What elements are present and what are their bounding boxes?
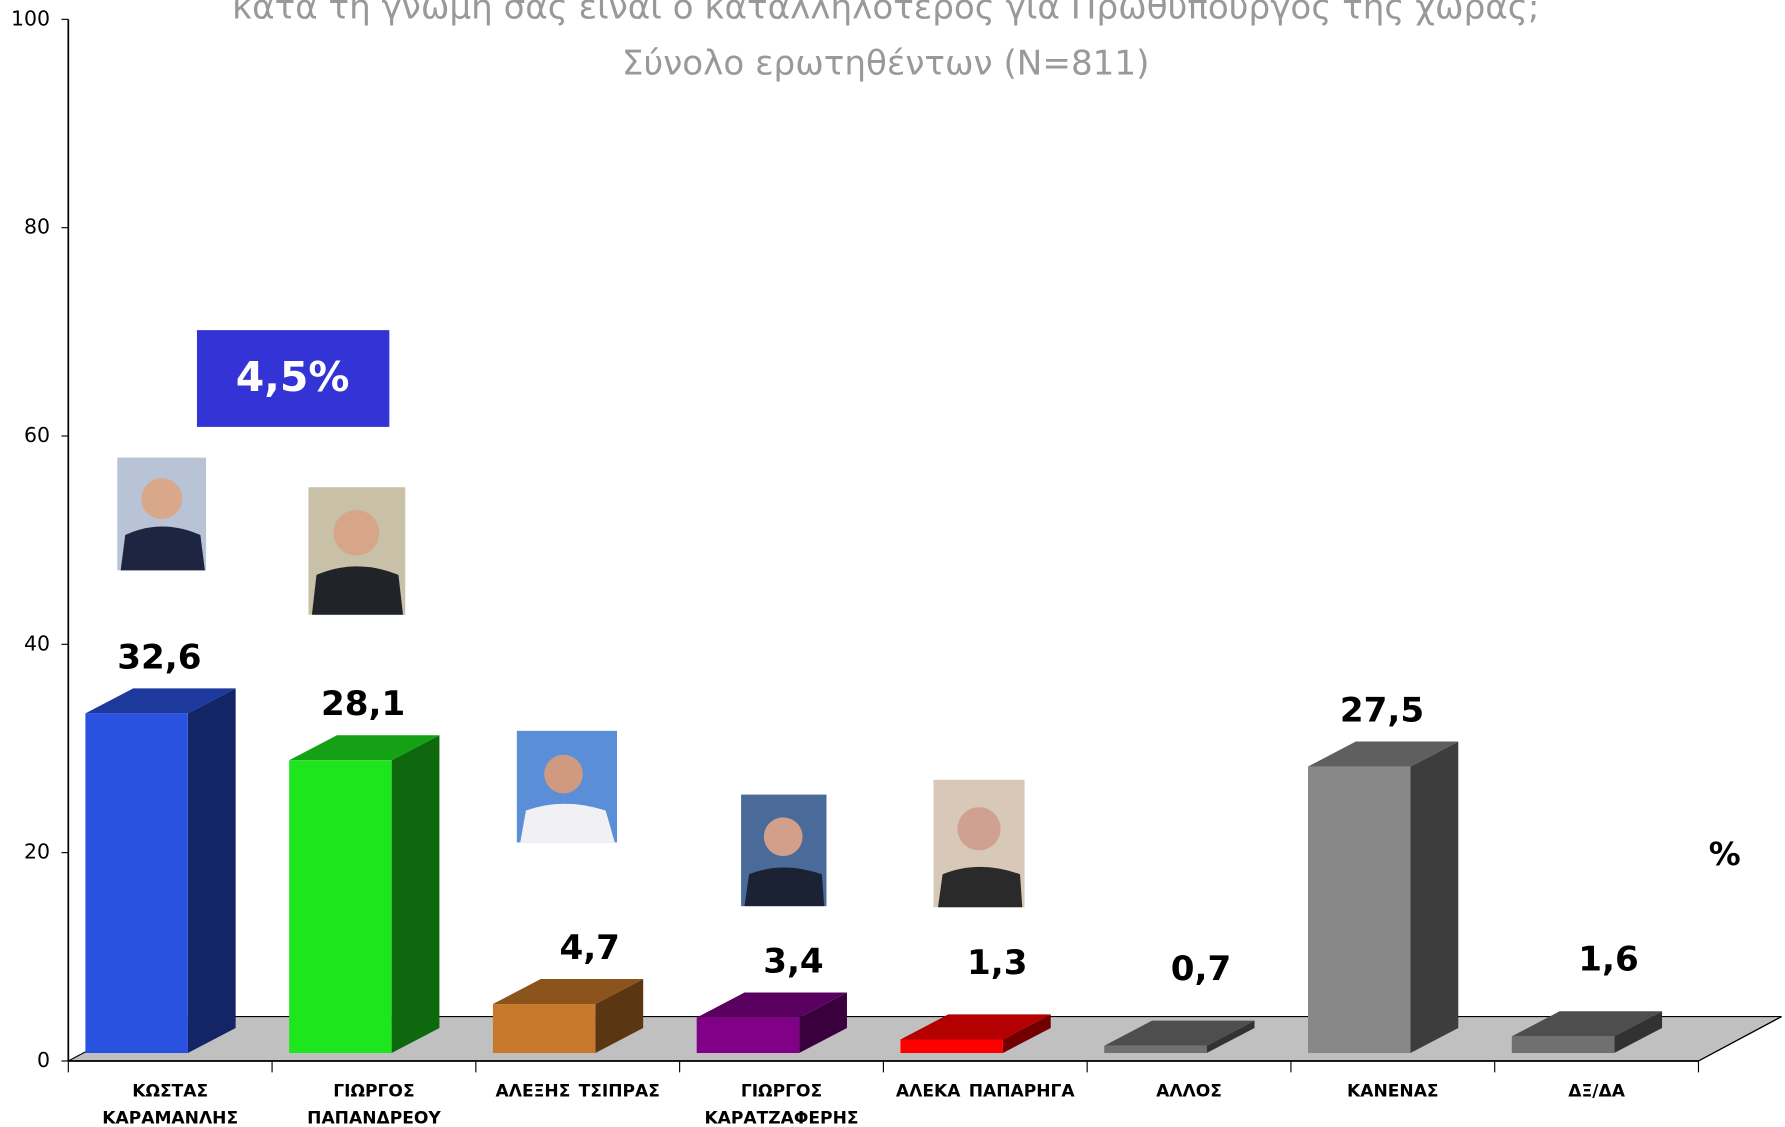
photo — [117, 458, 206, 571]
bar-front — [85, 713, 187, 1053]
chart: κατά τη γνώμη σας είναι ο καταλληλότερος… — [0, 0, 1785, 1127]
x-tick-label: ΔΞ/ΔΑ — [1495, 1077, 1699, 1104]
photo — [517, 731, 617, 843]
x-label-box: ΑΛΕΞΗΣ ΤΣΙΠΡΑΣ — [476, 1077, 680, 1127]
value-label: 32,6 — [117, 637, 201, 677]
y-tick-label: 40 — [24, 631, 50, 655]
value-label: 0,7 — [1171, 949, 1231, 989]
bar-front — [697, 1018, 799, 1053]
chart-subtitle: Σύνολο ερωτηθέντων (N=811) — [622, 43, 1150, 83]
page: {"chart_data": {"type": "bar3d", "title"… — [0, 0, 1785, 1127]
value-label: 3,4 — [763, 941, 823, 981]
value-label: 28,1 — [321, 684, 405, 724]
bar-front — [900, 1039, 1002, 1053]
value-label: 1,3 — [967, 943, 1027, 983]
x-tick-label: ΚΩΣΤΑΣ ΚΑΡΑΜΑΝΛΗΣ — [68, 1077, 272, 1127]
y-tick-label: 80 — [24, 215, 50, 239]
bar-front — [1308, 767, 1410, 1053]
unit-label: % — [1709, 835, 1741, 873]
x-label-box: ΓΙΩΡΓΟΣ ΚΑΡΑΤΖΑΦΕΡΗΣ — [680, 1077, 884, 1127]
x-label-box: ΚΑΝΕΝΑΣ — [1291, 1077, 1495, 1127]
x-label-box: ΓΙΩΡΓΟΣ ΠΑΠΑΝΔΡΕΟΥ — [272, 1077, 476, 1127]
bar-side — [188, 688, 236, 1053]
photo — [309, 487, 406, 614]
x-label-box: ΔΞ/ΔΑ — [1495, 1077, 1699, 1127]
photos — [117, 458, 1024, 908]
x-tick-label: ΑΛΕΚΑ ΠΑΠΑΡΗΓΑ — [883, 1077, 1087, 1104]
photo — [741, 795, 826, 907]
x-tick-label: ΑΛΕΞΗΣ ΤΣΙΠΡΑΣ — [476, 1077, 680, 1104]
x-label-box: ΑΛΛΟΣ — [1087, 1077, 1291, 1127]
value-label: 4,7 — [559, 928, 619, 968]
value-label: 27,5 — [1340, 690, 1424, 730]
x-tick-label: ΓΙΩΡΓΟΣ ΠΑΠΑΝΔΡΕΟΥ — [272, 1077, 476, 1127]
y-tick-label: 20 — [24, 840, 50, 864]
value-label: 1,6 — [1578, 940, 1638, 980]
x-tick-label: ΓΙΩΡΓΟΣ ΚΑΡΑΤΖΑΦΕΡΗΣ — [680, 1077, 884, 1127]
bar-front — [1104, 1046, 1206, 1053]
bar — [1308, 742, 1458, 1053]
photo — [933, 780, 1024, 907]
x-tick-label: ΚΑΝΕΝΑΣ — [1291, 1077, 1495, 1104]
bar-front — [1512, 1036, 1614, 1053]
bar — [289, 735, 439, 1053]
y-tick-label: 0 — [37, 1048, 50, 1072]
bar — [85, 688, 235, 1053]
x-tick-label: ΑΛΛΟΣ — [1087, 1077, 1291, 1104]
y-tick-label: 100 — [11, 6, 50, 30]
x-label-box: ΚΩΣΤΑΣ ΚΑΡΑΜΑΝΛΗΣ — [68, 1077, 272, 1127]
bar-front — [289, 760, 391, 1053]
bar-side — [1410, 742, 1458, 1053]
chart-title: κατά τη γνώμη σας είναι ο καταλληλότερος… — [232, 0, 1539, 28]
bar-front — [493, 1004, 595, 1053]
annotation: 4,5% — [236, 353, 350, 401]
y-tick-label: 60 — [24, 423, 50, 447]
x-label-box: ΑΛΕΚΑ ΠΑΠΑΡΗΓΑ — [883, 1077, 1087, 1127]
bar-side — [392, 735, 440, 1053]
